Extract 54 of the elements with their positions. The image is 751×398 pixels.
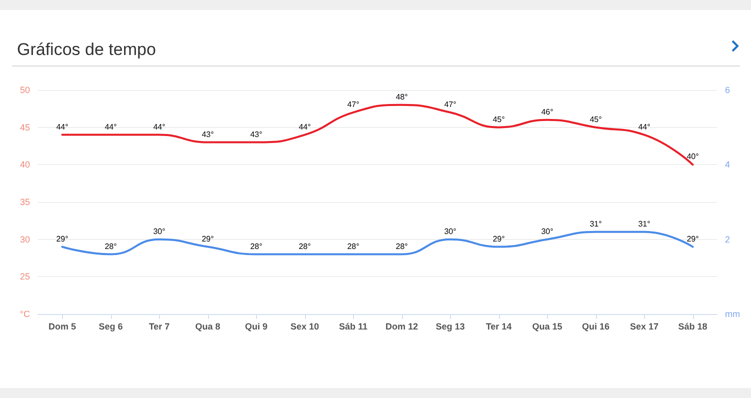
data-label: 47° bbox=[347, 100, 360, 109]
data-label: 28° bbox=[250, 242, 262, 251]
x-tick-label: Qui 9 bbox=[244, 322, 268, 332]
x-tick-label: Seg 6 bbox=[98, 322, 123, 332]
data-label: 31° bbox=[638, 219, 650, 228]
data-label: 44° bbox=[56, 122, 68, 132]
chart-title: Gráficos de tempo bbox=[17, 40, 156, 59]
data-label: 45° bbox=[590, 114, 602, 124]
data-label: 40° bbox=[686, 152, 699, 162]
x-tick-label: Dom 12 bbox=[385, 322, 418, 332]
data-label: 44° bbox=[298, 122, 311, 132]
y-tick-label: 25 bbox=[20, 272, 30, 282]
y-tick-label: 35 bbox=[20, 197, 30, 207]
x-tick-label: Sex 17 bbox=[630, 322, 659, 332]
x-tick-label: Seg 13 bbox=[436, 322, 465, 332]
data-label: 48° bbox=[396, 92, 408, 102]
data-label: 30° bbox=[153, 226, 166, 236]
data-label: 44° bbox=[153, 122, 166, 132]
y2-tick-label: 4 bbox=[725, 160, 730, 170]
x-tick-label: Sáb 18 bbox=[678, 322, 708, 332]
data-label: 30° bbox=[444, 226, 456, 236]
data-label: 28° bbox=[298, 242, 311, 251]
data-label: 43° bbox=[250, 130, 262, 139]
x-tick-label: Qua 15 bbox=[532, 322, 562, 332]
y2-tick-label: mm bbox=[725, 309, 740, 319]
data-label: 29° bbox=[202, 234, 214, 244]
y-tick-label: 40 bbox=[20, 160, 30, 170]
data-label: 45° bbox=[492, 114, 505, 124]
data-label: 28° bbox=[396, 242, 408, 251]
y-tick-label: 30 bbox=[20, 234, 30, 244]
data-label: 31° bbox=[590, 219, 602, 228]
y-tick-label: 50 bbox=[20, 85, 30, 95]
data-label: 43° bbox=[202, 130, 214, 139]
x-tick-label: Qui 16 bbox=[582, 322, 610, 332]
data-label: 30° bbox=[541, 226, 554, 236]
data-label: 29° bbox=[686, 234, 699, 244]
data-label: 46° bbox=[541, 107, 554, 116]
data-label: 28° bbox=[104, 242, 117, 251]
y-tick-label: 45 bbox=[20, 122, 30, 132]
data-label: 29° bbox=[492, 234, 505, 244]
x-tick-label: Sex 10 bbox=[290, 322, 320, 332]
x-tick-label: Sáb 11 bbox=[338, 322, 368, 332]
data-label: 47° bbox=[444, 100, 456, 109]
y-tick-label: °C bbox=[20, 309, 30, 319]
data-label: 44° bbox=[638, 122, 650, 132]
data-label: 29° bbox=[56, 234, 68, 244]
data-label: 28° bbox=[347, 242, 360, 251]
y2-tick-label: 2 bbox=[725, 234, 730, 244]
x-tick-label: Ter 7 bbox=[148, 322, 170, 332]
data-label: 44° bbox=[104, 122, 117, 132]
x-tick-label: Dom 5 bbox=[48, 322, 76, 332]
x-tick-label: Ter 14 bbox=[486, 322, 512, 332]
y2-tick-label: 6 bbox=[725, 85, 730, 95]
x-tick-label: Qua 8 bbox=[195, 322, 220, 332]
